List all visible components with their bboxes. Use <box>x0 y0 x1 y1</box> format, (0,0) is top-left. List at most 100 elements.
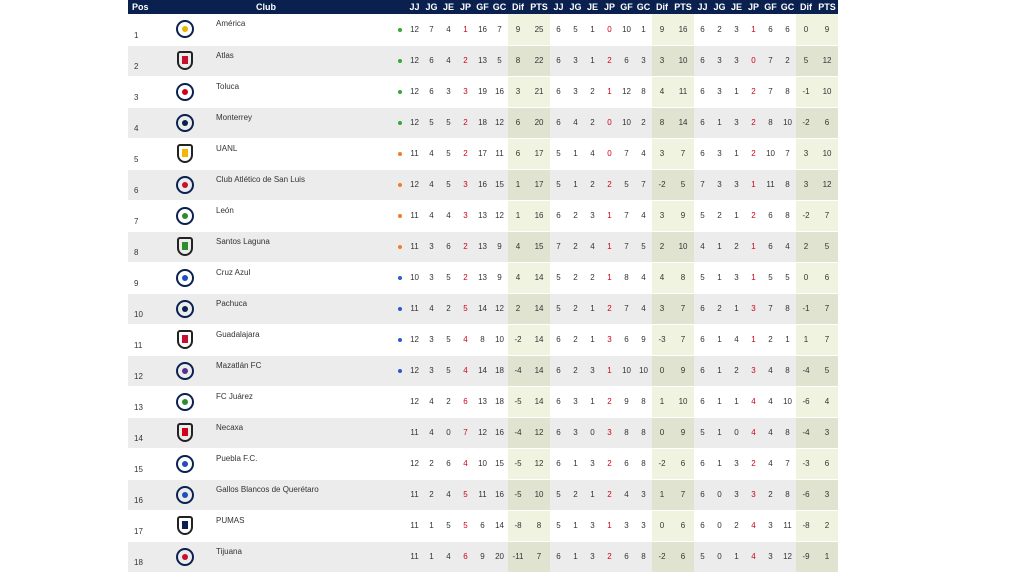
stat-cell: 11 <box>406 479 424 511</box>
toluca-crest-icon <box>176 82 194 101</box>
table-row[interactable]: 12 Mazatlán FC 12 3 5 4 14 18 -4 14 6 2 3 1 10 10 0 9 6 1 2 3… <box>128 355 839 387</box>
header-away-dif[interactable]: Dif <box>796 0 817 14</box>
club-name[interactable]: Monterrey <box>212 107 394 139</box>
header-home-pts[interactable]: PTS <box>672 0 695 14</box>
club-name[interactable]: Necaxa <box>212 417 394 449</box>
header-away-je[interactable]: JE <box>728 0 746 14</box>
header-jp[interactable]: JP <box>457 0 475 14</box>
stat-cell: 10 <box>672 45 695 77</box>
club-name[interactable]: Gallos Blancos de Querétaro <box>212 479 394 511</box>
club-name[interactable]: Puebla F.C. <box>212 448 394 480</box>
stat-cell: 5 <box>618 169 636 201</box>
qualification-cell <box>394 231 407 263</box>
club-name[interactable]: UANL <box>212 138 394 170</box>
tijuana-crest-icon <box>176 547 194 566</box>
stat-cell: 7 <box>762 76 780 108</box>
header-dif[interactable]: Dif <box>508 0 529 14</box>
table-row[interactable]: 18 Tijuana 11 1 4 6 9 20 -11 7 6 1 3 2 6 8 -2 6 5 0 1 4 3 12 -9 1 <box>128 541 839 573</box>
leon-crest-icon <box>176 206 194 225</box>
club-name[interactable]: León <box>212 200 394 232</box>
table-row[interactable]: 14 Necaxa 11 4 0 7 12 16 -4 12 6 3 0 3 8 8 0 9 5 1 0 4 4 8 -4 3 <box>128 417 839 449</box>
stat-cell: 8 <box>779 417 797 449</box>
club-name[interactable]: Cruz Azul <box>212 262 394 294</box>
header-gf[interactable]: GF <box>474 0 492 14</box>
header-jg[interactable]: JG <box>423 0 441 14</box>
club-name[interactable]: Toluca <box>212 76 394 108</box>
stat-cell: 6 <box>694 324 712 356</box>
stat-cell: 5 <box>440 138 458 170</box>
stat-cell: 11 <box>406 541 424 573</box>
club-name[interactable]: Club Atlético de San Luis <box>212 169 394 201</box>
qualification-dot-icon <box>398 369 403 373</box>
table-row[interactable]: 11 Guadalajara 12 3 5 4 8 10 -2 14 6 2 1 3 6 9 -3 7 6 1 4 1 2 1… <box>128 324 839 356</box>
stat-cell: 13 <box>474 386 492 418</box>
table-row[interactable]: 9 Cruz Azul 10 3 5 2 13 9 4 14 5 2 2 1 8 4 4 8 5 1 3 1 5 5 0 6 <box>128 262 839 294</box>
club-name[interactable]: Atlas <box>212 45 394 77</box>
stat-cell: 18 <box>474 107 492 139</box>
position-cell: 11 <box>128 324 158 356</box>
header-club[interactable]: Club <box>158 0 407 14</box>
header-pos[interactable]: Pos <box>128 0 158 14</box>
qualification-cell <box>394 293 407 325</box>
header-away-jj[interactable]: JJ <box>694 0 712 14</box>
stat-cell: 6 <box>550 200 568 232</box>
header-away-pts[interactable]: PTS <box>816 0 839 14</box>
stat-cell: 1 <box>567 138 585 170</box>
table-row[interactable]: 3 Toluca 12 6 3 3 19 16 3 21 6 3 2 1 12 8 4 11 6 3 1 2 7 8 -1 10 <box>128 76 839 108</box>
header-home-gc[interactable]: GC <box>635 0 653 14</box>
header-home-jg[interactable]: JG <box>567 0 585 14</box>
club-name[interactable]: Guadalajara <box>212 324 394 356</box>
qualification-cell <box>394 386 407 418</box>
table-row[interactable]: 10 Pachuca 11 4 2 5 14 12 2 14 5 2 1 2 7 4 3 7 6 2 1 3 7 8 -1 7 <box>128 293 839 325</box>
table-row[interactable]: 2 Atlas 12 6 4 2 13 5 8 22 6 3 1 2 6 3 3 10 6 3 3 0 7 2 5 12 <box>128 45 839 77</box>
header-home-dif[interactable]: Dif <box>652 0 673 14</box>
table-row[interactable]: 6 Club Atlético de San Luis 12 4 5 3 16 15 1 17 5 1… <box>128 169 839 201</box>
stat-cell: 6 <box>457 541 475 573</box>
table-row[interactable]: 16 Gallos Blancos de Querétaro 11 2 4 5 11 16 -5… <box>128 479 839 511</box>
stat-cell: 5 <box>694 417 712 449</box>
stat-cell: 10 <box>779 107 797 139</box>
stat-cell: 4 <box>635 138 653 170</box>
header-gc[interactable]: GC <box>491 0 509 14</box>
stat-cell: 8 <box>779 479 797 511</box>
stat-cell: 11 <box>406 293 424 325</box>
header-away-gf[interactable]: GF <box>762 0 780 14</box>
stat-cell: 8 <box>779 355 797 387</box>
stat-cell: 8 <box>762 107 780 139</box>
table-row[interactable]: 17 PUMAS 11 1 5 5 6 14 -8 8 5 1 3 1 3 3 0 6 6 0 2 4 3 11 -8 2 <box>128 510 839 542</box>
header-away-gc[interactable]: GC <box>779 0 797 14</box>
crest-cell <box>158 386 212 418</box>
stat-cell: 6 <box>618 45 636 77</box>
stat-cell: 7 <box>779 138 797 170</box>
header-je[interactable]: JE <box>440 0 458 14</box>
stat-cell: 6 <box>779 14 797 46</box>
table-row[interactable]: 5 UANL 11 4 5 2 17 11 6 17 5 1 4 0 7 4 3 7 6 3 1 2 10 7 3 10 <box>128 138 839 170</box>
club-name[interactable]: PUMAS <box>212 510 394 542</box>
header-away-jg[interactable]: JG <box>711 0 729 14</box>
header-home-jp[interactable]: JP <box>601 0 619 14</box>
club-name[interactable]: Tijuana <box>212 541 394 573</box>
table-row[interactable]: 8 Santos Laguna 11 3 6 2 13 9 4 15 7 2 4 1 7 5 2 10 4 1 2 1 6 4… <box>128 231 839 263</box>
table-row[interactable]: 15 Puebla F.C. 12 2 6 4 10 15 -5 12 6 1 3 2 6 8 -2 6 6 1 3 2 4… <box>128 448 839 480</box>
stat-cell: 3 <box>728 107 746 139</box>
club-name[interactable]: Santos Laguna <box>212 231 394 263</box>
header-away-jp[interactable]: JP <box>745 0 763 14</box>
header-pts[interactable]: PTS <box>528 0 551 14</box>
club-name[interactable]: Mazatlán FC <box>212 355 394 387</box>
stat-cell: 4 <box>762 417 780 449</box>
table-row[interactable]: 13 FC Juárez 12 4 2 6 13 18 -5 14 6 3 1 2 9 8 1 10 6 1 1 4 4 10… <box>128 386 839 418</box>
club-name[interactable]: Pachuca <box>212 293 394 325</box>
header-home-je[interactable]: JE <box>584 0 602 14</box>
club-name[interactable]: FC Juárez <box>212 386 394 418</box>
club-name[interactable]: América <box>212 14 394 46</box>
table-row[interactable]: 4 Monterrey 12 5 5 2 18 12 6 20 6 4 2 0 10 2 8 14 6 1 3 2 8 10-… <box>128 107 839 139</box>
stat-cell: 3 <box>652 200 673 232</box>
table-row[interactable]: 7 León 11 4 4 3 13 12 1 16 6 2 3 1 7 4 3 9 5 2 1 2 6 8 -2 7 <box>128 200 839 232</box>
header-home-gf[interactable]: GF <box>618 0 636 14</box>
stat-cell: 1 <box>567 510 585 542</box>
table-row[interactable]: 1 América 12 7 4 1 16 7 9 25 6 5 1 0 10 1 9 16 6 2 3 1 6 6 0 9 <box>128 14 839 46</box>
header-jj[interactable]: JJ <box>406 0 424 14</box>
header-home-jj[interactable]: JJ <box>550 0 568 14</box>
stat-cell: 6 <box>694 355 712 387</box>
stat-cell: 10 <box>474 448 492 480</box>
